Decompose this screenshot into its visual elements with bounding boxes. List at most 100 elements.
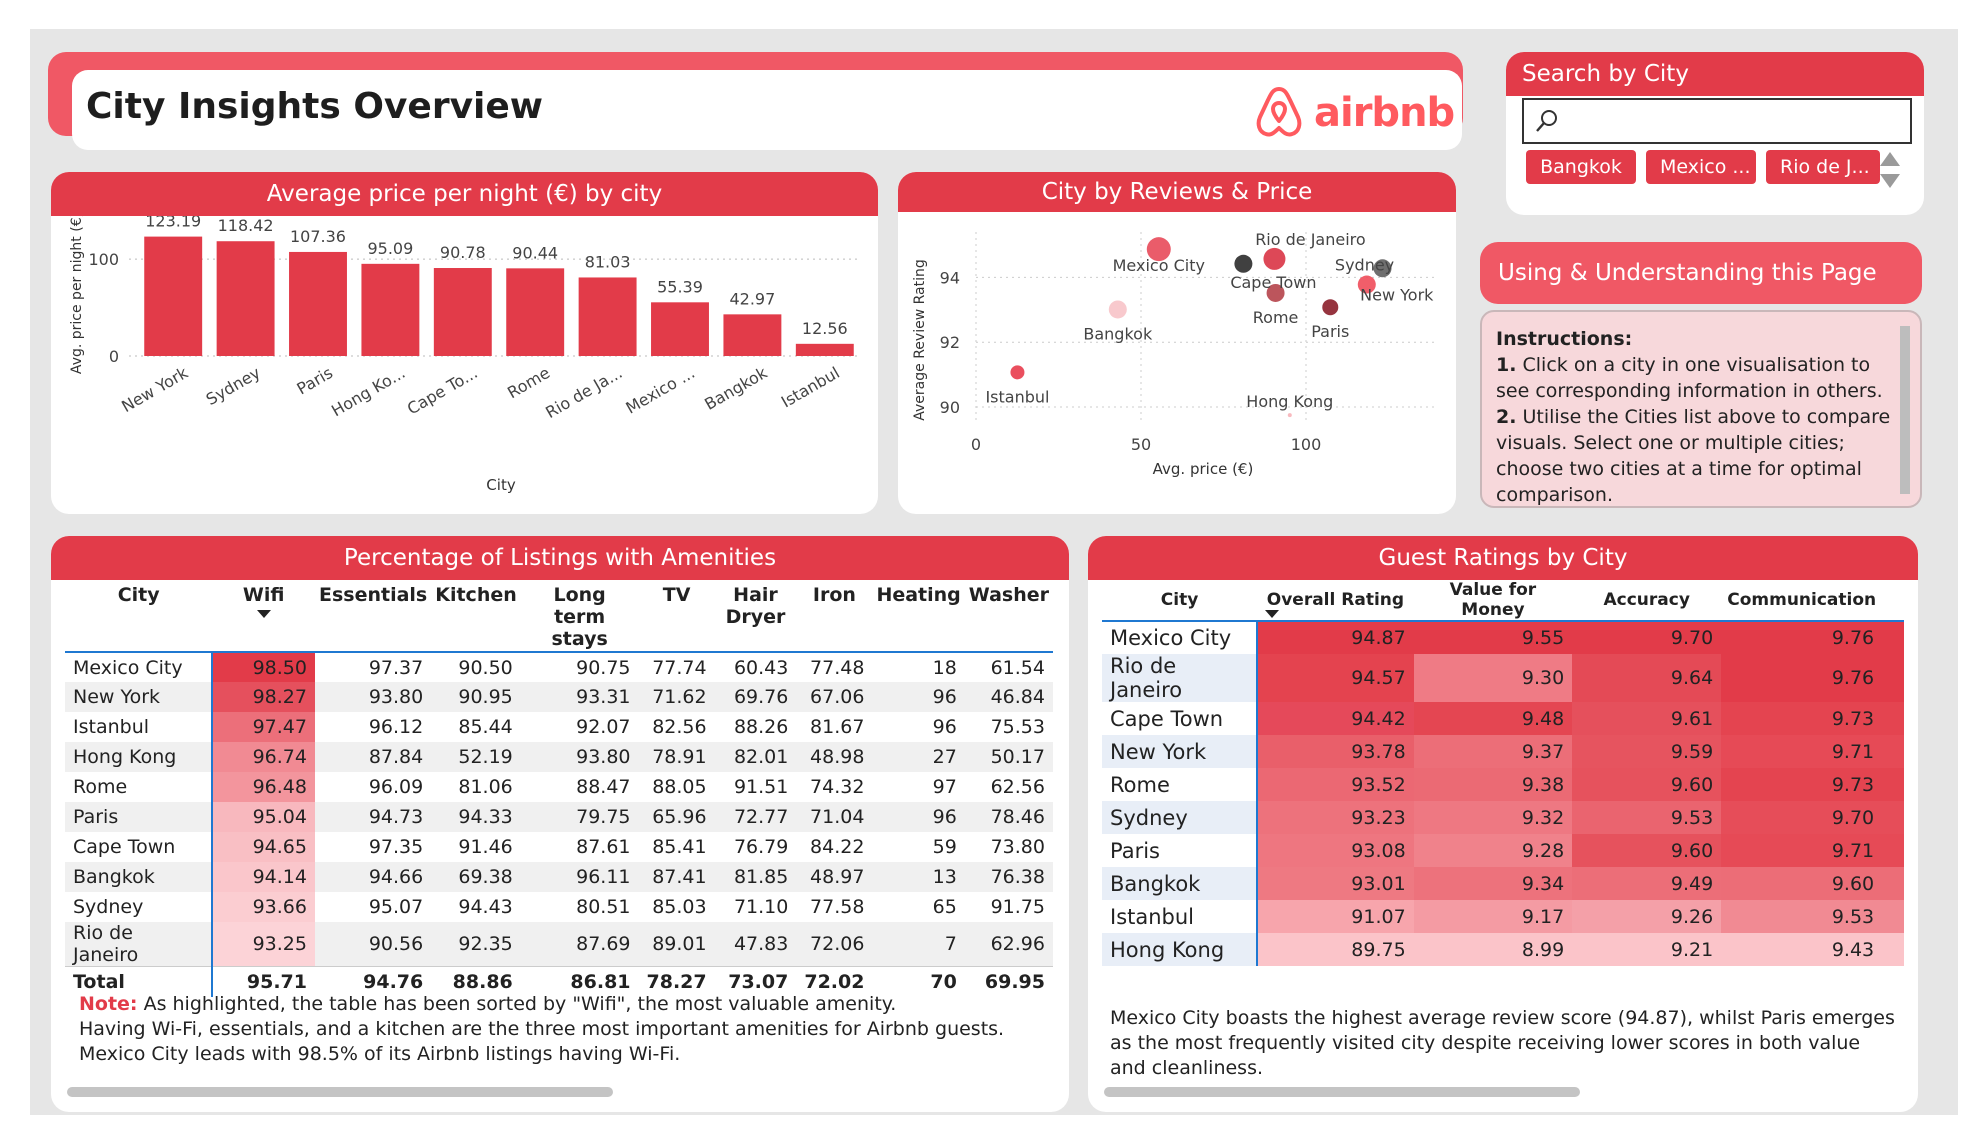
scatter-point[interactable] xyxy=(1146,237,1171,262)
table-row[interactable]: New York 93.78 9.37 9.59 9.71 xyxy=(1102,735,1904,768)
city-chip-mexico[interactable]: Mexico ... xyxy=(1646,150,1756,184)
bar[interactable] xyxy=(433,268,492,356)
cell-city: New York xyxy=(65,682,213,712)
instructions-scrollbar[interactable] xyxy=(1900,326,1910,494)
scatter-point[interactable] xyxy=(1108,300,1127,319)
table-row[interactable]: Bangkok 93.01 9.34 9.49 9.60 xyxy=(1102,867,1904,900)
search-input[interactable] xyxy=(1522,98,1912,144)
bar[interactable] xyxy=(144,236,203,356)
cell-value: 94.73 xyxy=(314,802,432,832)
col-header-city[interactable]: City xyxy=(1102,580,1258,622)
scatter-point[interactable] xyxy=(1234,254,1253,273)
table-row[interactable]: Hong Kong 89.75 8.99 9.21 9.43 xyxy=(1102,933,1904,966)
point-label: Istanbul xyxy=(985,387,1049,406)
city-chip-rio[interactable]: Rio de J... xyxy=(1766,150,1880,184)
table-row[interactable]: Mexico City 94.87 9.55 9.70 9.76 xyxy=(1102,621,1904,654)
col-header-long-term[interactable]: Long term stays xyxy=(520,580,639,653)
ratings-table: City Overall Rating Value for Money Accu… xyxy=(1102,580,1904,966)
cell-value: 75.53 xyxy=(990,716,1045,738)
cell-rating: 94.57 xyxy=(1257,654,1414,702)
col-header-washer[interactable]: Washer xyxy=(964,580,1053,653)
cell-rating: 93.01 xyxy=(1257,867,1414,900)
bar[interactable] xyxy=(578,277,637,356)
bar[interactable] xyxy=(361,263,420,356)
col-header-overall-rating[interactable]: Overall Rating xyxy=(1257,580,1414,622)
amenities-horizontal-scrollbar[interactable] xyxy=(67,1087,613,1097)
step-1-number: 1. xyxy=(1496,354,1517,376)
col-header-hair-dryer[interactable]: Hair Dryer xyxy=(714,580,797,653)
scatter-point[interactable] xyxy=(1357,275,1376,294)
table-row[interactable]: Paris 93.08 9.28 9.60 9.71 xyxy=(1102,834,1904,867)
col-header-spacer xyxy=(1882,580,1904,622)
scatter-point[interactable] xyxy=(1010,365,1025,380)
bar[interactable] xyxy=(651,302,709,356)
cell-value: 96 xyxy=(932,716,957,738)
col-header-value-for-money[interactable]: Value for Money xyxy=(1413,580,1573,622)
bar-value-label: 107.36 xyxy=(290,227,346,246)
col-header-iron[interactable]: Iron xyxy=(796,580,873,653)
ratings-horizontal-scrollbar[interactable] xyxy=(1104,1087,1580,1097)
col-header-wifi[interactable]: Wifi xyxy=(212,580,315,653)
col-header-city[interactable]: City xyxy=(65,580,213,653)
table-row[interactable]: Cape Town 94.65 97.35 91.46 87.61 85.41 76.79 8… xyxy=(65,832,1053,862)
col-header-tv[interactable]: TV xyxy=(638,580,715,653)
cell-value: 78.46 xyxy=(964,802,1053,832)
cell-city: Cape Town xyxy=(1102,702,1259,735)
bar[interactable] xyxy=(216,241,275,356)
y-axis-label: Avg. price per night (€) xyxy=(69,216,85,374)
cell-value: 84.22 xyxy=(810,836,865,858)
scatter-point[interactable] xyxy=(1322,299,1339,316)
cell-value: 96 xyxy=(872,682,965,712)
col-header-kitchen[interactable]: Kitchen xyxy=(431,580,521,653)
table-row[interactable]: New York 98.27 93.80 90.95 93.31 71.62 69.76 67… xyxy=(65,682,1053,712)
cell-city: Mexico City xyxy=(1102,621,1259,654)
bar[interactable] xyxy=(795,343,854,356)
table-row[interactable]: Rome 96.48 96.09 81.06 88.47 88.05 91.51 74.32 9… xyxy=(65,772,1053,802)
city-chip-bangkok[interactable]: Bangkok xyxy=(1526,150,1636,184)
cell-city: Rome xyxy=(1102,768,1259,801)
table-row[interactable]: Hong Kong 96.74 87.84 52.19 93.80 78.91 82.01 4… xyxy=(65,742,1053,772)
bar[interactable] xyxy=(506,268,565,356)
table-row[interactable]: Rio de Janeiro 93.25 90.56 92.35 87.69 89.01 4… xyxy=(65,922,1053,967)
scatter-point[interactable] xyxy=(1373,259,1392,278)
cell-city: Hong Kong xyxy=(1102,933,1259,966)
table-row[interactable]: Rio de Janeiro 94.57 9.30 9.64 9.76 xyxy=(1102,654,1904,702)
col-header-accuracy[interactable]: Accuracy xyxy=(1572,580,1722,622)
scatter-point[interactable] xyxy=(1263,247,1286,270)
cell-rating: 89.75 xyxy=(1257,933,1414,966)
table-row[interactable]: Mexico City 98.50 97.37 90.50 90.75 77.74 60.4… xyxy=(65,652,1053,682)
bar-value-label: 118.42 xyxy=(218,216,274,235)
note-line-2: Having Wi-Fi, essentials, and a kitchen … xyxy=(79,1018,1005,1065)
cell-city: Cape Town xyxy=(73,836,176,858)
cell-city: Paris xyxy=(1102,834,1259,867)
title-banner xyxy=(72,70,1462,150)
cell-wifi: 94.65 xyxy=(211,832,315,862)
x-tick-label: Rio de Ja... xyxy=(542,363,625,422)
col-header-communication[interactable]: Communication xyxy=(1721,580,1883,622)
chip-scroll-arrows[interactable] xyxy=(1878,148,1902,192)
table-row[interactable]: Paris 95.04 94.73 94.33 79.75 65.96 72.77 71.04… xyxy=(65,802,1053,832)
col-header-essentials[interactable]: Essentials xyxy=(314,580,432,653)
bar[interactable] xyxy=(289,251,347,356)
table-row[interactable]: Cape Town 94.42 9.48 9.61 9.73 xyxy=(1102,702,1904,735)
scatter-point[interactable] xyxy=(1266,283,1285,302)
table-row[interactable]: Rome 93.52 9.38 9.60 9.73 xyxy=(1102,768,1904,801)
cell-value: 18 xyxy=(932,656,957,679)
y-tick-label: 0 xyxy=(109,347,119,366)
scatter-point[interactable] xyxy=(1287,413,1292,418)
cell-value: 97 xyxy=(932,776,957,798)
col-header-heating[interactable]: Heating xyxy=(872,580,965,653)
bar-value-label: 90.44 xyxy=(512,243,558,262)
table-row[interactable]: Bangkok 94.14 94.66 69.38 96.11 87.41 81.85 48.… xyxy=(65,862,1053,892)
cell-spacer xyxy=(1882,735,1904,768)
note-label: Note: xyxy=(79,993,138,1015)
table-row[interactable]: Sydney 93.23 9.32 9.53 9.70 xyxy=(1102,801,1904,834)
table-row[interactable]: Istanbul 91.07 9.17 9.26 9.53 xyxy=(1102,900,1904,933)
table-row[interactable]: Sydney 93.66 95.07 94.43 80.51 85.03 71.10 77.5… xyxy=(65,892,1053,922)
cell-value: 87.69 xyxy=(520,922,639,967)
cell-total-value: 88.86 xyxy=(431,966,521,997)
bar-value-label: 81.03 xyxy=(585,252,631,271)
bar[interactable] xyxy=(723,314,782,356)
x-tick-label: New York xyxy=(118,363,192,416)
table-row[interactable]: Istanbul 97.47 96.12 85.44 92.07 82.56 88.26 81… xyxy=(65,712,1053,742)
